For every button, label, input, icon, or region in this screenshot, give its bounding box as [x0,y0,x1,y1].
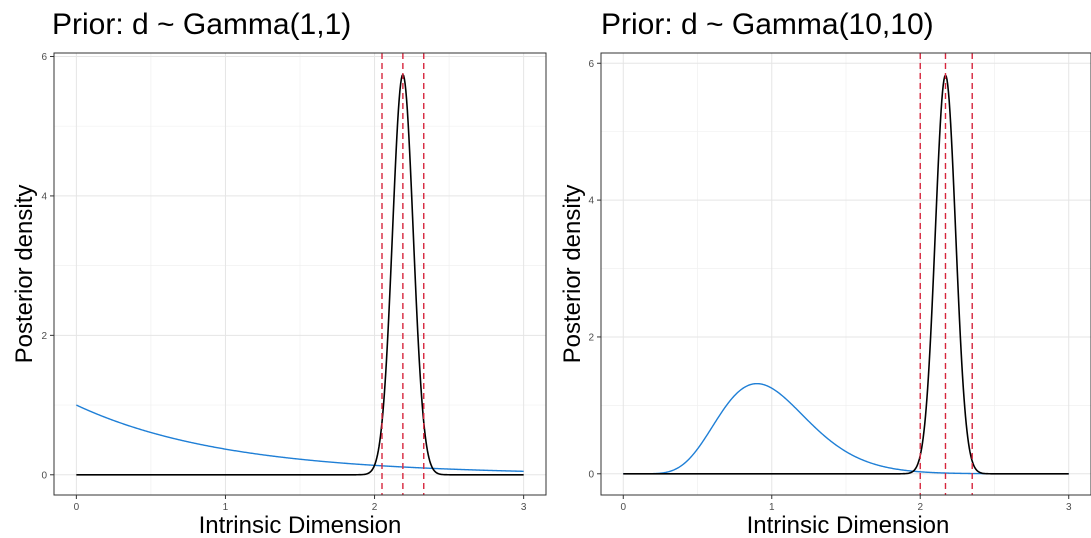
x-tick-label: 0 [620,502,626,513]
x-axis-label: Intrinsic Dimension [199,512,402,538]
x-tick-label: 1 [223,502,229,513]
panel-border [600,52,1091,496]
x-tick-label: 3 [521,502,527,513]
panel-border [53,52,547,496]
x-tick-label: 1 [769,502,775,513]
y-axis-label: Posterior density [559,185,586,364]
x-tick-label: 2 [917,502,923,513]
posterior-density-line [623,73,1069,475]
chart-panel-1: 0 1 2 3 0 2 4 6 Prior: d ~ Gamma(1,1) Intrinsic D… [11,8,547,538]
posterior-density-line [76,73,524,476]
x-axis-label: Intrinsic Dimension [747,512,950,538]
x-tick-label: 2 [372,502,378,513]
y-tick-label: 0 [588,469,594,480]
y-tick-label: 4 [588,196,594,207]
prior-density-line [76,404,524,473]
chart-title: Prior: d ~ Gamma(1,1) [52,8,351,41]
y-tick-label: 6 [41,52,47,63]
x-tick-label: 3 [1066,502,1072,513]
chart-panel-2: 0 1 2 3 0 2 4 6 Prior: d ~ Gamma(10,10) Intrinsic… [559,8,1091,538]
y-axis-label: Posterior density [11,185,38,364]
x-tick-label: 0 [74,502,80,513]
y-tick-label: 4 [41,191,47,202]
chart-title: Prior: d ~ Gamma(10,10) [601,8,934,41]
y-tick-label: 0 [41,470,47,481]
y-tick-label: 2 [41,331,47,342]
y-tick-label: 2 [588,332,594,343]
y-tick-label: 6 [588,59,594,70]
